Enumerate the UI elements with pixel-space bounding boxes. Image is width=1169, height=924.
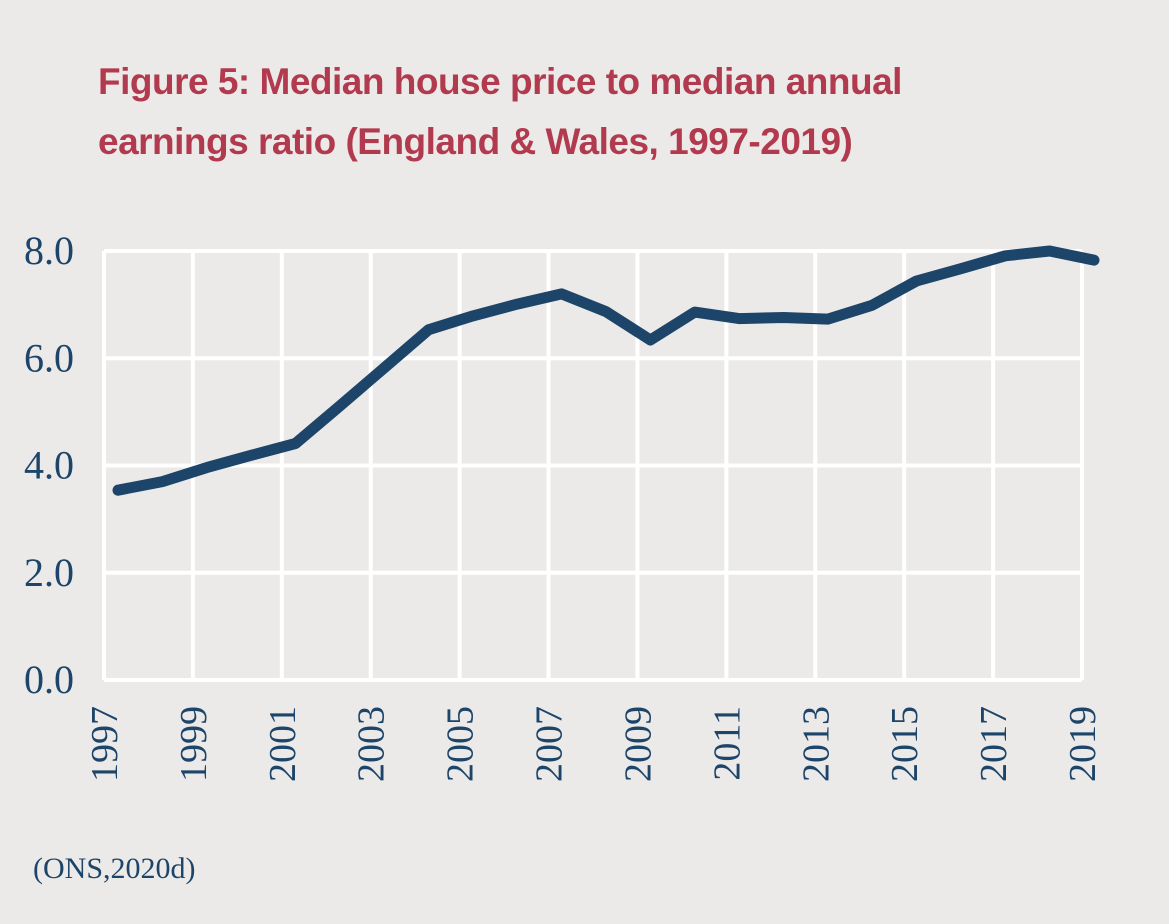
chart-title-line-2: earnings ratio (England & Wales, 1997-20… (98, 121, 853, 162)
x-tick-label: 1997 (84, 706, 126, 782)
y-tick-label: 2.0 (24, 550, 74, 595)
x-tick-label: 2019 (1062, 706, 1104, 782)
x-tick-label: 2015 (884, 706, 926, 782)
y-tick-label: 8.0 (24, 228, 74, 273)
series-line-0 (112, 245, 1100, 496)
x-axis-ticks: 1997 1999 2001 2003 2005 2007 2009 2011 2013 2015… (84, 706, 1104, 782)
x-tick-label: 1999 (173, 706, 215, 782)
series-group (112, 245, 1100, 496)
grid (102, 249, 1084, 682)
y-tick-label: 6.0 (24, 335, 74, 380)
x-tick-label: 2013 (795, 706, 837, 782)
chart-title: Figure 5: Median house price to median a… (98, 52, 1078, 172)
x-tick-label: 2011 (706, 706, 748, 781)
y-tick-label: 0.0 (24, 657, 74, 702)
x-tick-label: 2009 (617, 706, 659, 782)
x-tick-label: 2001 (262, 706, 304, 782)
y-axis-ticks: 0.0 2.0 4.0 6.0 8.0 (24, 228, 74, 702)
x-tick-label: 2017 (973, 706, 1015, 782)
y-tick-label: 4.0 (24, 443, 74, 488)
x-tick-label: 2005 (440, 706, 482, 782)
x-tick-label: 2007 (529, 706, 571, 782)
source-note: (ONS,2020d) (33, 852, 196, 885)
x-tick-label: 2003 (351, 706, 393, 782)
chart-title-line-1: Figure 5: Median house price to median a… (98, 61, 902, 102)
